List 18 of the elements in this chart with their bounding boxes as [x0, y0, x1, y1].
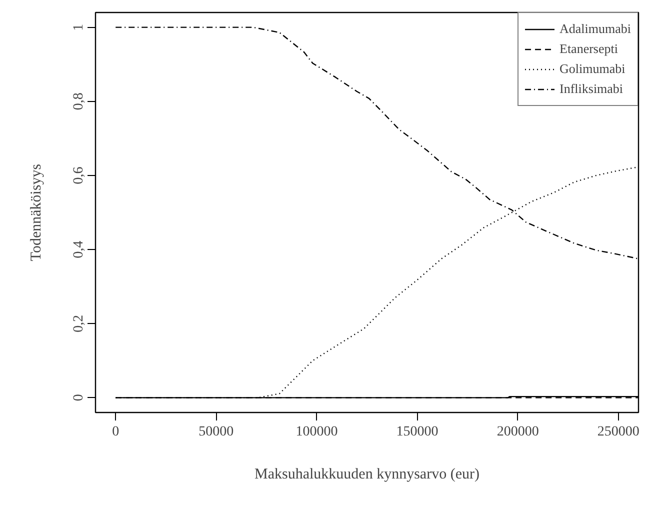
y-tick-label: 0,6 — [72, 166, 86, 184]
x-tick-label: 0 — [112, 424, 120, 440]
y-tick-label: 1 — [72, 24, 86, 31]
y-tick-label: 0 — [72, 394, 86, 402]
y-axis-title: Todennäköisyys — [28, 164, 44, 262]
y-tick-label: 0,2 — [72, 314, 86, 332]
legend-label: Infliksimabi — [560, 81, 624, 97]
x-tick-label: 100000 — [296, 424, 338, 440]
x-axis-title: Maksuhalukkuuden kynnysarvo (eur) — [254, 466, 480, 482]
x-tick-label: 150000 — [396, 424, 438, 440]
y-tick-label: 0,8 — [72, 92, 86, 110]
legend-label: Adalimumabi — [560, 21, 631, 37]
y-tick-label: 0,4 — [72, 240, 86, 258]
x-tick-label: 250000 — [597, 424, 640, 440]
legend-label: Golimumabi — [560, 61, 626, 77]
x-tick-label: 50000 — [198, 424, 234, 440]
legend-label: Etanersepti — [560, 41, 618, 57]
x-tick-label: 200000 — [496, 424, 539, 440]
